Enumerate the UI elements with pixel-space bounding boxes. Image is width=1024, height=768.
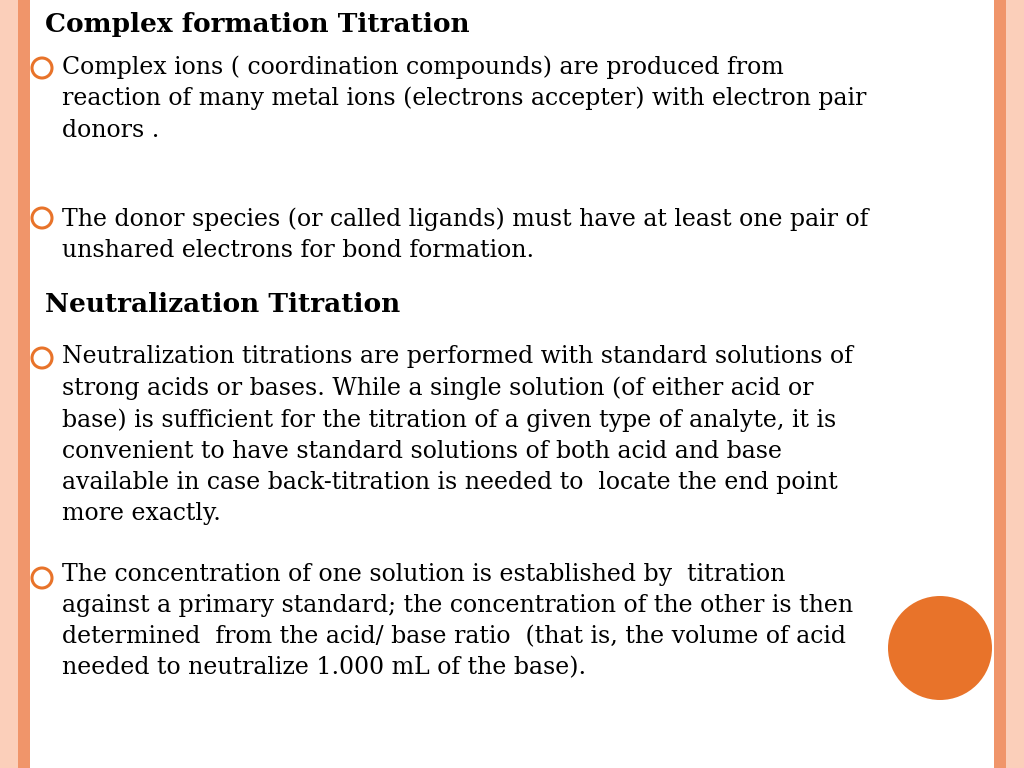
Text: Neutralization titrations are performed with standard solutions of
strong acids : Neutralization titrations are performed …	[62, 345, 853, 525]
Circle shape	[888, 596, 992, 700]
Bar	[1006, 0, 1024, 768]
Text: The donor species (or called ligands) must have at least one pair of
unshared el: The donor species (or called ligands) mu…	[62, 207, 868, 262]
Text: Neutralization Titration: Neutralization Titration	[45, 292, 400, 317]
Text: Complex formation Titration: Complex formation Titration	[45, 12, 470, 37]
Text: The concentration of one solution is established by  titration
against a primary: The concentration of one solution is est…	[62, 563, 853, 680]
Bar	[994, 0, 1006, 768]
Text: Complex ions ( coordination compounds) are produced from
reaction of many metal : Complex ions ( coordination compounds) a…	[62, 55, 866, 141]
Bar	[0, 0, 18, 768]
Bar	[18, 0, 30, 768]
